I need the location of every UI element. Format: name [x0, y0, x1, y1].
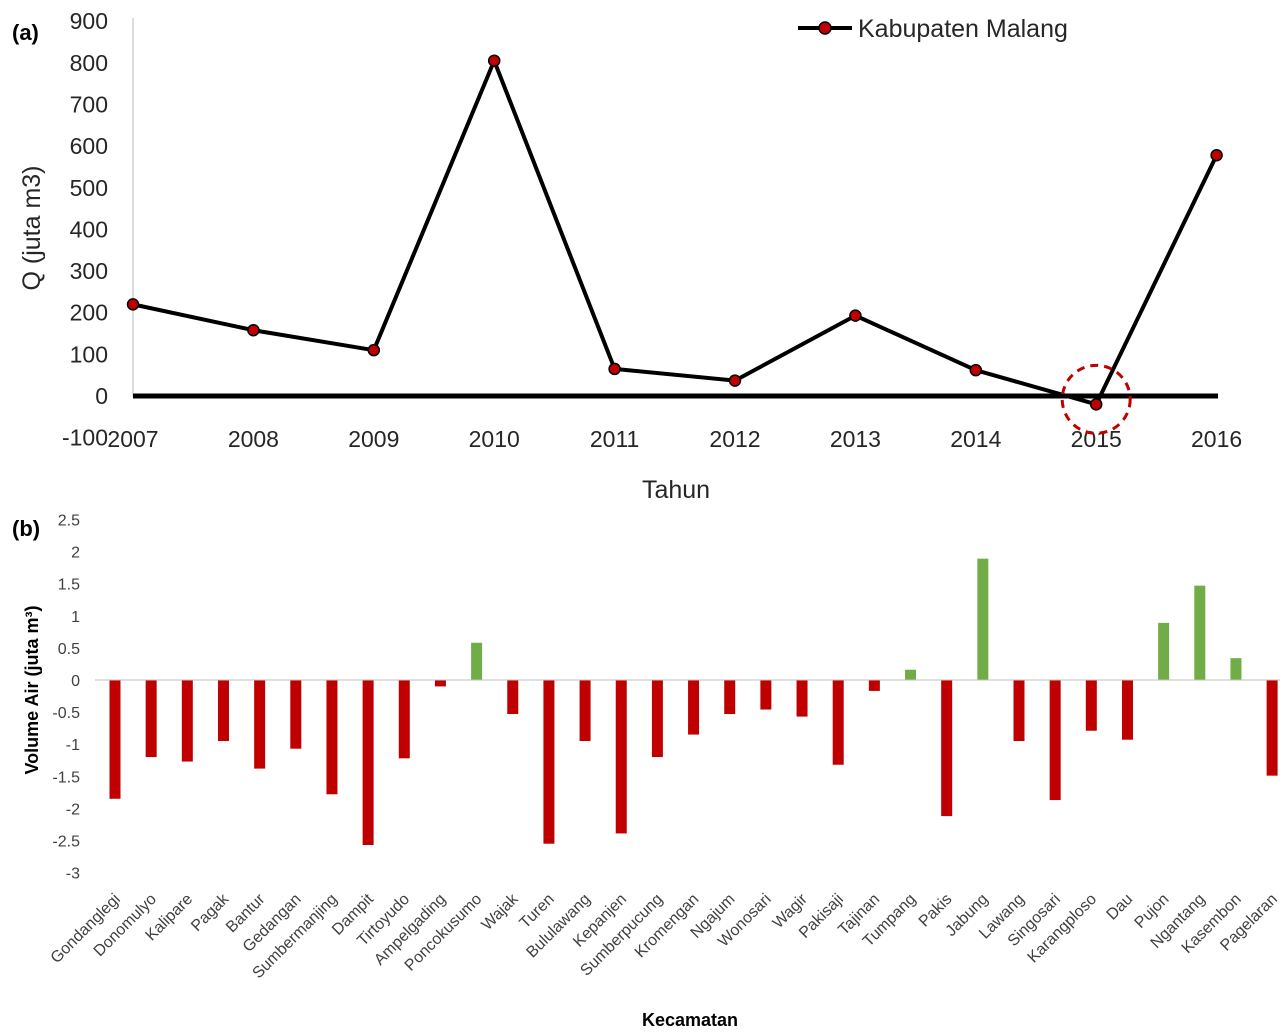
x-tick-label: 2009 [348, 426, 399, 452]
legend-label: Kabupaten Malang [858, 15, 1068, 43]
bar [362, 680, 374, 845]
bar [434, 680, 446, 687]
x-tick-label: 2011 [590, 426, 639, 452]
y-tick-label: 2.5 [58, 513, 80, 530]
y-tick-label: 100 [70, 341, 108, 367]
x-tick-label: 2012 [709, 426, 760, 452]
line-chart-panel: (a) Q (juta m3) Tahun -100 0 100 200 300 400 5… [12, 8, 1242, 504]
y-tick-labels-a: -100 0 100 200 300 400 500 600 700 800 900 [62, 8, 108, 451]
bar [724, 680, 736, 715]
x-tick-label: 2016 [1191, 426, 1242, 452]
bar [181, 680, 193, 762]
bar [868, 680, 880, 691]
x-axis-title-b: Kecamatan [642, 1010, 738, 1030]
bar [1049, 680, 1061, 801]
bar [109, 680, 121, 799]
bar [796, 680, 808, 717]
y-tick-label: 0 [95, 383, 108, 409]
x-tick-label: 2013 [830, 426, 881, 452]
highlight-dashed-circle [1060, 363, 1132, 435]
x-tick-labels-b: GondanglegiDonomulyoKaliparePagakBanturG… [48, 890, 1281, 982]
bar [1266, 680, 1278, 776]
bar [145, 680, 157, 758]
x-tick-label: Wajak [479, 890, 523, 934]
highlight-circle [1060, 363, 1132, 435]
bar [290, 680, 302, 749]
y-tick-label: -2 [66, 801, 80, 818]
bar [398, 680, 410, 759]
bar [326, 680, 338, 795]
y-tick-label: 800 [70, 50, 108, 76]
panel-label-b: (b) [12, 516, 40, 541]
bar [832, 680, 844, 765]
bar [1013, 680, 1025, 741]
y-tick-label: 1.5 [58, 577, 80, 594]
data-point [728, 374, 742, 387]
y-tick-label: -2.5 [52, 834, 80, 851]
legend-a: Kabupaten Malang [798, 15, 1068, 43]
y-tick-label: 600 [70, 133, 108, 159]
y-axis-title-a: Q (juta m3) [18, 165, 46, 290]
bar [688, 680, 700, 735]
data-point [608, 362, 621, 376]
bars [109, 558, 1278, 845]
bar [977, 558, 989, 680]
bar [1230, 658, 1242, 680]
bar [579, 680, 591, 741]
y-tick-label: 500 [70, 175, 108, 201]
axes-a [132, 18, 1218, 399]
x-tick-labels-a: 2007 2008 2009 2010 2011 2012 2013 2014 2015 2016 [107, 426, 1242, 452]
x-tick-label: 2007 [107, 426, 158, 452]
y-tick-label: -1 [66, 737, 80, 754]
panel-label-a: (a) [12, 20, 39, 45]
y-tick-label: -0.5 [52, 705, 80, 722]
x-tick-label: 2008 [228, 426, 279, 452]
y-tick-label: 1 [71, 609, 80, 626]
bar [1085, 680, 1097, 731]
bar [1194, 585, 1206, 680]
legend-marker-swatch [818, 21, 832, 35]
bar [905, 669, 917, 680]
bar [651, 680, 663, 758]
bar [760, 680, 772, 710]
x-axis-title-a: Tahun [642, 476, 710, 504]
series-line [132, 58, 1219, 407]
data-point [367, 343, 381, 357]
y-tick-label: 900 [70, 8, 108, 34]
data-point [126, 298, 140, 311]
y-tick-label: 0.5 [58, 641, 80, 658]
y-tick-label: 0 [71, 673, 80, 690]
y-tick-label: -100 [62, 425, 108, 451]
bar [254, 680, 266, 769]
bar-chart-panel: (b) Volume Air (juta m³) Kecamatan -3 -2.… [12, 513, 1281, 1031]
data-point [1210, 149, 1223, 162]
y-tick-label: -3 [66, 866, 80, 883]
y-axis-title-b: Volume Air (juta m³) [22, 605, 42, 774]
bar [1158, 622, 1170, 680]
y-tick-label: -1.5 [52, 769, 80, 786]
series-kabupaten-malang [126, 54, 1223, 411]
bar [471, 642, 483, 680]
bar [1121, 680, 1133, 740]
x-tick-label: 2014 [950, 426, 1001, 452]
data-point [969, 363, 983, 377]
y-tick-label: 2 [71, 545, 80, 562]
bar [941, 680, 953, 817]
bar [507, 680, 519, 715]
bar [615, 680, 627, 834]
y-tick-label: 700 [70, 91, 108, 117]
y-tick-label: 400 [70, 216, 108, 242]
bar [543, 680, 555, 844]
data-point [487, 54, 501, 67]
x-tick-label: 2010 [469, 426, 520, 452]
data-point [849, 309, 862, 322]
data-point [1089, 398, 1103, 411]
bar [217, 680, 229, 741]
y-tick-label: 200 [70, 300, 108, 326]
y-tick-label: 300 [70, 258, 108, 284]
y-tick-labels-b: -3 -2.5 -2 -1.5 -1 -0.5 0 0.5 1 1.5 2 2.5 [52, 513, 80, 883]
data-point [247, 323, 260, 337]
